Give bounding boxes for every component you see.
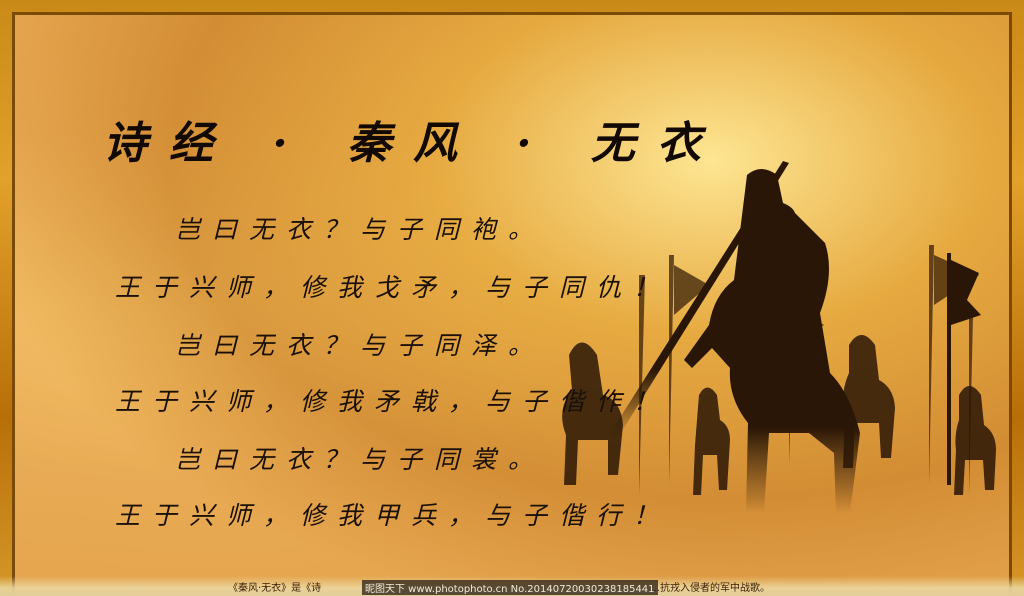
warrior-silhouette-scene [562,161,996,513]
poem-line: 王于兴师，修我矛戟，与子偕作！ [115,387,671,416]
caption-text: 《秦风·无衣》是《诗 [228,583,322,594]
caption-text-tail: …抗戎入侵者的军中战歌。 [650,583,770,594]
poem-line: 岂曰无衣？与子同泽。 [175,331,546,360]
caption-strip: 《秦风·无衣》是《诗 …抗戎入侵者的军中战歌。 昵图天下 www.photoph… [0,576,1024,596]
poem-line: 王于兴师，修我甲兵，与子偕行！ [115,501,671,530]
poem-title: 诗经 · 秦风 · 无衣 [103,118,723,169]
watermark: 昵图天下 www.photophoto.cn No.20140720030238… [362,580,658,595]
poem-line: 王于兴师，修我戈矛，与子同仇！ [115,273,671,302]
poem-line: 岂曰无衣？与子同裳。 [175,445,546,474]
parchment-panel: 诗经 · 秦风 · 无衣 岂曰无衣？与子同袍。 王于兴师，修我戈矛，与子同仇！ … [12,12,1012,596]
poem-line: 岂曰无衣？与子同袍。 [175,215,546,244]
